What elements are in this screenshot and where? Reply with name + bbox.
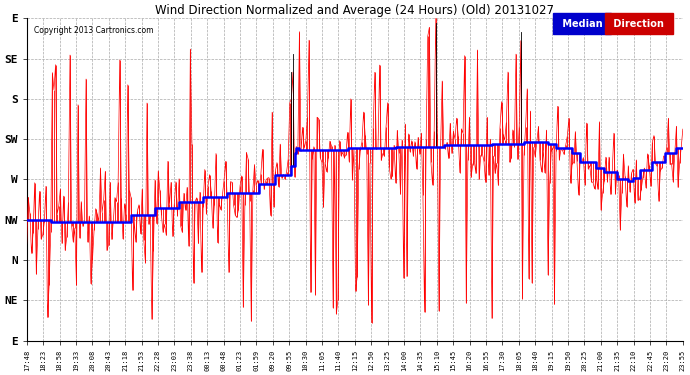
- Title: Wind Direction Normalized and Average (24 Hours) (Old) 20131027: Wind Direction Normalized and Average (2…: [155, 4, 554, 17]
- Text: Direction: Direction: [611, 19, 668, 29]
- Text: Copyright 2013 Cartronics.com: Copyright 2013 Cartronics.com: [34, 26, 153, 35]
- Text: Median: Median: [559, 19, 606, 29]
